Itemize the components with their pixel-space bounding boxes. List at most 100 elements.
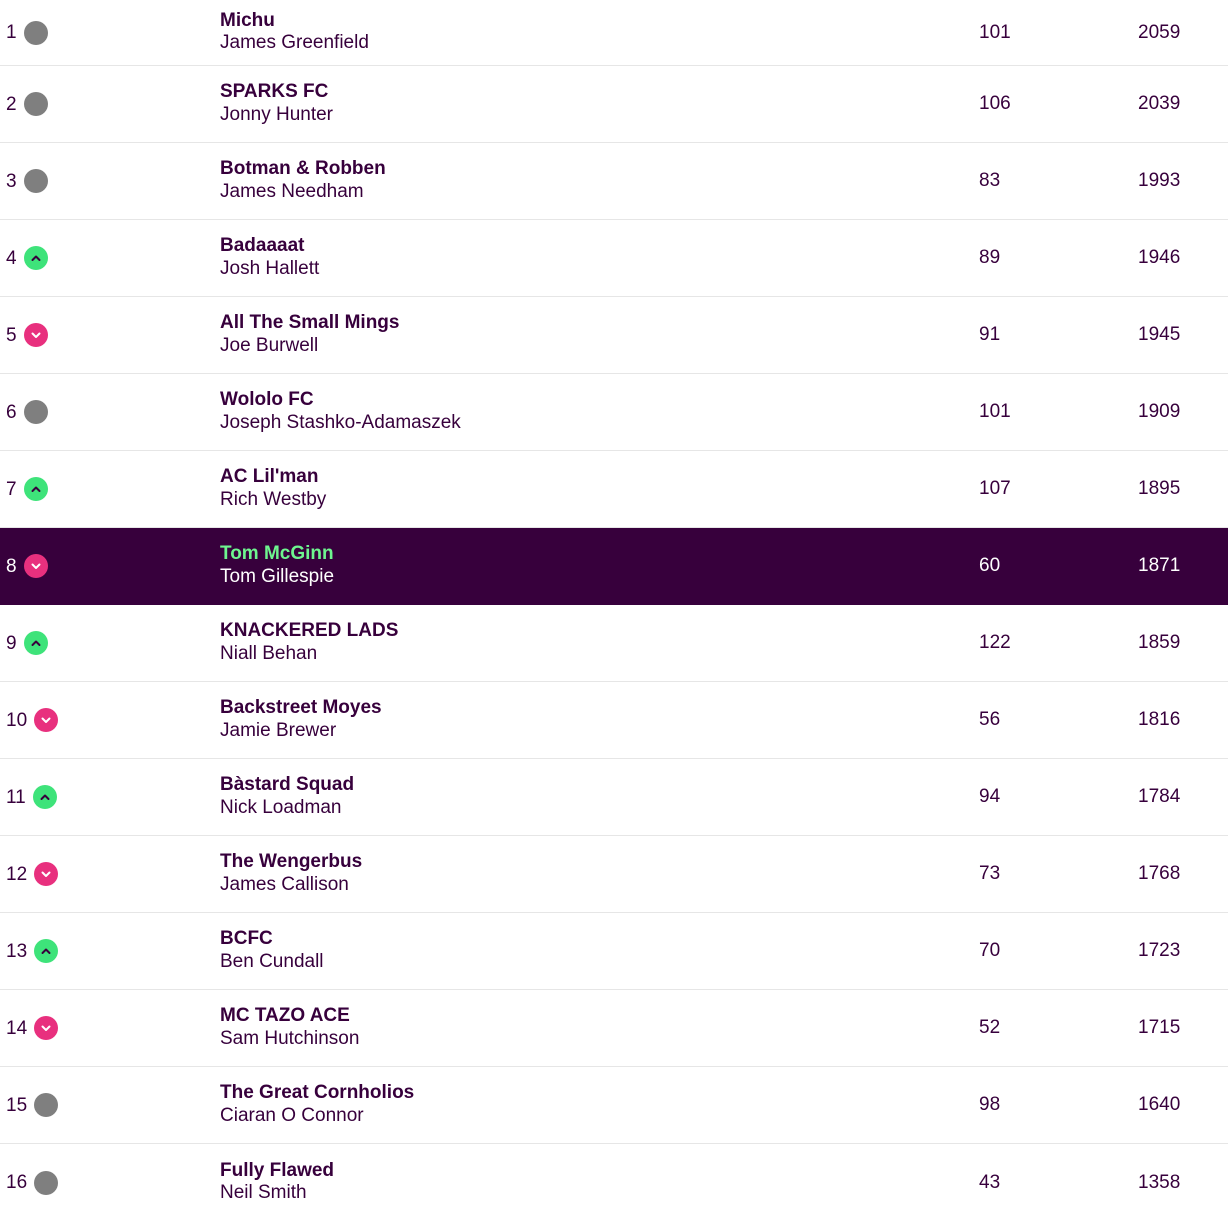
rank: 10	[6, 708, 59, 732]
team-cell: SPARKS FC Jonny Hunter	[220, 81, 333, 127]
gameweek-points: 98	[979, 1094, 1001, 1115]
gameweek-points: 52	[979, 1017, 1001, 1038]
rank-number: 7	[6, 478, 17, 500]
rank: 11	[6, 785, 57, 809]
team-cell: Wololo FC Joseph Stashko-Adamaszek	[220, 389, 461, 435]
team-name-link[interactable]: Wololo FC	[220, 389, 314, 411]
team-name-link[interactable]: Botman & Robben	[220, 158, 386, 180]
manager-name: Jamie Brewer	[220, 720, 337, 741]
team-name-link[interactable]: All The Small Mings	[220, 312, 400, 334]
manager-name: Niall Behan	[220, 643, 318, 664]
dot-icon	[34, 1093, 59, 1117]
chevron-up-icon	[32, 785, 57, 809]
table-row-current-user[interactable]: 8 Tom McGinn Tom Gillespie 60 1871	[0, 528, 1228, 605]
total-points: 1871	[1138, 555, 1181, 576]
team-cell: MC TAZO ACE Sam Hutchinson	[220, 1005, 359, 1051]
team-name-link[interactable]: SPARKS FC	[220, 81, 329, 103]
total-points: 2059	[1138, 21, 1181, 43]
rank-number: 2	[6, 93, 17, 115]
team-cell: Botman & Robben James Needham	[220, 158, 386, 204]
rank-number: 3	[6, 170, 17, 192]
total-points: 1723	[1138, 940, 1181, 961]
gameweek-points: 94	[979, 786, 1001, 807]
team-name-link[interactable]: AC Lil'man	[220, 466, 319, 488]
table-row[interactable]: 9 KNACKERED LADS Niall Behan 122 1859	[0, 605, 1228, 682]
table-row[interactable]: 11 Bàstard Squad Nick Loadman 94 1784	[0, 759, 1228, 836]
team-name-link[interactable]: Backstreet Moyes	[220, 697, 382, 719]
total-points: 1909	[1138, 401, 1181, 422]
team-cell: Fully Flawed Neil Smith	[220, 1160, 334, 1206]
team-cell: BCFC Ben Cundall	[220, 928, 324, 974]
rank-number: 6	[6, 401, 17, 423]
chevron-down-icon	[23, 323, 48, 347]
manager-name: Nick Loadman	[220, 797, 342, 818]
total-points: 1784	[1138, 786, 1181, 807]
team-name-link[interactable]: Tom McGinn	[220, 543, 334, 565]
team-name-link[interactable]: The Wengerbus	[220, 851, 363, 873]
gameweek-points: 107	[979, 478, 1011, 499]
chevron-down-icon	[34, 1016, 59, 1040]
table-row[interactable]: 3 Botman & Robben James Needham 83 1993	[0, 143, 1228, 220]
table-row[interactable]: 14 MC TAZO ACE Sam Hutchinson 52 1715	[0, 990, 1228, 1067]
total-points: 1640	[1138, 1094, 1181, 1115]
rank-number: 1	[6, 22, 17, 43]
table-row[interactable]: 5 All The Small Mings Joe Burwell 91 1945	[0, 297, 1228, 374]
team-cell: Michu James Greenfield	[220, 10, 369, 56]
team-name-link[interactable]: BCFC	[220, 928, 273, 950]
chevron-up-icon	[23, 477, 48, 501]
manager-name: Rich Westby	[220, 489, 327, 510]
rank-number: 5	[6, 324, 17, 346]
rank: 2	[6, 92, 48, 116]
total-points: 1895	[1138, 478, 1181, 499]
team-cell: Tom McGinn Tom Gillespie	[220, 543, 334, 589]
team-name-link[interactable]: MC TAZO ACE	[220, 1005, 350, 1027]
team-name-link[interactable]: KNACKERED LADS	[220, 620, 399, 642]
team-name-link[interactable]: The Great Cornholios	[220, 1082, 415, 1104]
manager-name: James Greenfield	[220, 32, 369, 54]
team-name-link[interactable]: Badaaaat	[220, 235, 305, 257]
team-cell: All The Small Mings Joe Burwell	[220, 312, 399, 358]
team-name-link[interactable]: Bàstard Squad	[220, 774, 355, 796]
team-cell: The Wengerbus James Callison	[220, 851, 362, 897]
table-row[interactable]: 15 The Great Cornholios Ciaran O Connor 9…	[0, 1067, 1228, 1144]
table-row[interactable]: 16 Fully Flawed Neil Smith 43 1358	[0, 1144, 1228, 1218]
chevron-down-icon	[23, 554, 48, 578]
manager-name: Ben Cundall	[220, 951, 324, 972]
gameweek-points: 56	[979, 709, 1001, 730]
gameweek-points: 83	[979, 170, 1001, 191]
manager-name: Tom Gillespie	[220, 566, 335, 587]
rank-number: 13	[6, 940, 28, 962]
chevron-down-icon	[34, 862, 59, 886]
rank: 12	[6, 862, 59, 886]
manager-name: James Needham	[220, 181, 364, 202]
rank: 6	[6, 400, 48, 424]
team-name-link[interactable]: Michu	[220, 9, 275, 31]
table-row[interactable]: 1 Michu James Greenfield 101 2059	[0, 0, 1228, 66]
table-row[interactable]: 7 AC Lil'man Rich Westby 107 1895	[0, 451, 1228, 528]
rank-number: 8	[6, 555, 17, 577]
rank-number: 12	[6, 863, 28, 885]
total-points: 1945	[1138, 324, 1181, 345]
gameweek-points: 101	[979, 401, 1011, 422]
table-row[interactable]: 10 Backstreet Moyes Jamie Brewer 56 1816	[0, 682, 1228, 759]
rank-number: 10	[6, 709, 28, 731]
table-row[interactable]: 12 The Wengerbus James Callison 73 1768	[0, 836, 1228, 913]
total-points: 1993	[1138, 170, 1181, 191]
team-cell: Backstreet Moyes Jamie Brewer	[220, 697, 382, 743]
team-name-link[interactable]: Fully Flawed	[220, 1159, 335, 1181]
table-row[interactable]: 6 Wololo FC Joseph Stashko-Adamaszek 101 …	[0, 374, 1228, 451]
dot-icon	[23, 169, 48, 193]
total-points: 1859	[1138, 632, 1181, 653]
manager-name: Sam Hutchinson	[220, 1028, 360, 1049]
team-cell: Bàstard Squad Nick Loadman	[220, 774, 354, 820]
rank-number: 11	[6, 786, 26, 808]
table-row[interactable]: 13 BCFC Ben Cundall 70 1723	[0, 913, 1228, 990]
manager-name: Joseph Stashko-Adamaszek	[220, 412, 461, 433]
dot-icon	[23, 20, 48, 45]
table-row[interactable]: 4 Badaaaat Josh Hallett 89 1946	[0, 220, 1228, 297]
total-points: 1816	[1138, 709, 1181, 730]
table-row[interactable]: 2 SPARKS FC Jonny Hunter 106 2039	[0, 66, 1228, 143]
rank-number: 15	[6, 1094, 28, 1116]
rank: 15	[6, 1093, 59, 1117]
rank: 8	[6, 554, 48, 578]
